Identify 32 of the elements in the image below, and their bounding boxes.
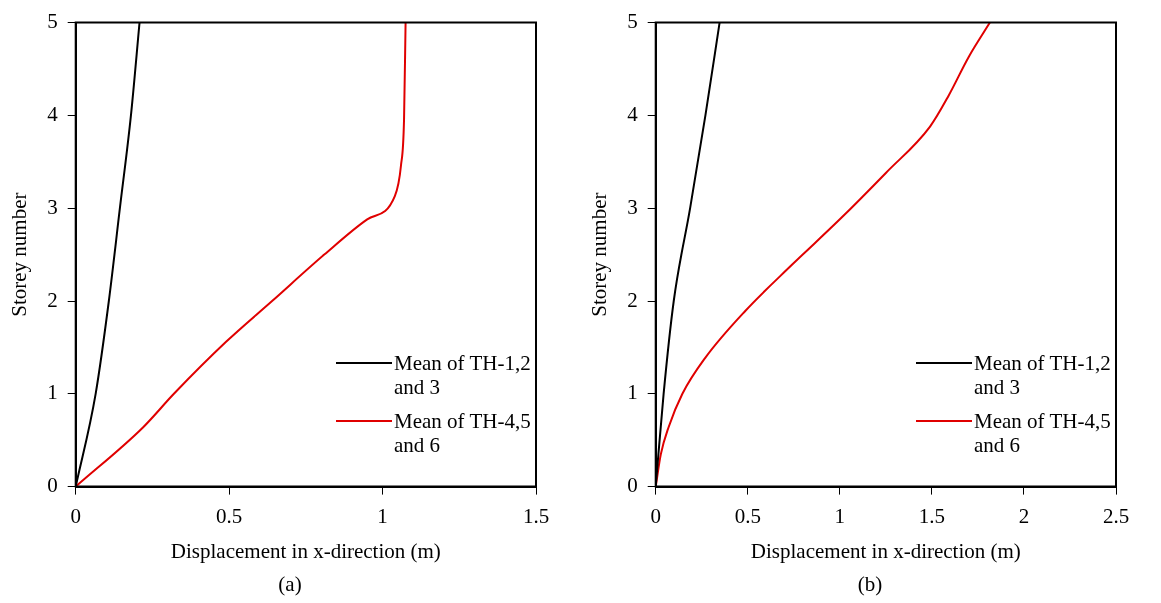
y-axis-title: Storey number	[587, 192, 612, 317]
y-tick-label: 3	[627, 194, 638, 219]
x-tick-label: 2	[1018, 503, 1030, 528]
y-tick-label: 2	[47, 287, 58, 312]
x-tick-label: 1	[377, 503, 388, 528]
x-tick-label: 2.5	[1102, 503, 1130, 528]
x-tick-label: 1	[834, 503, 846, 528]
x-tick-label: 0.5	[734, 503, 761, 528]
text: (b)	[856, 572, 884, 597]
x-tick-label: 0.5	[216, 503, 243, 528]
x-tick-label: 0	[650, 503, 661, 528]
y-tick-label: 1	[627, 380, 638, 405]
legend-label: Mean of TH-4,5 and 6	[394, 408, 532, 457]
y-tick-label: 0	[627, 473, 638, 498]
y-tick-label: 5	[47, 9, 58, 34]
x-tick-label: 0	[70, 503, 81, 528]
legend-label: Mean of TH-1,2 and 3	[974, 350, 1112, 399]
text: (a)	[277, 572, 303, 597]
y-tick-label: 3	[47, 194, 58, 219]
y-tick-label: 4	[627, 101, 639, 126]
y-tick-label: 4	[47, 101, 59, 126]
x-tick-label: 1.5	[522, 503, 550, 528]
legend-label: Mean of TH-4,5 and 6	[974, 408, 1112, 457]
x-tick-label: 1.5	[918, 503, 946, 528]
y-tick-label: 2	[627, 287, 638, 312]
y-axis-title: Storey number	[7, 192, 32, 317]
y-tick-label: 5	[627, 9, 638, 34]
x-axis-title: Displacement in x-direction (m)	[170, 538, 441, 563]
x-axis-title: Displacement in x-direction (m)	[750, 538, 1021, 563]
y-tick-label: 1	[47, 380, 58, 405]
y-tick-label: 0	[47, 473, 58, 498]
legend-label: Mean of TH-1,2 and 3	[394, 350, 532, 399]
